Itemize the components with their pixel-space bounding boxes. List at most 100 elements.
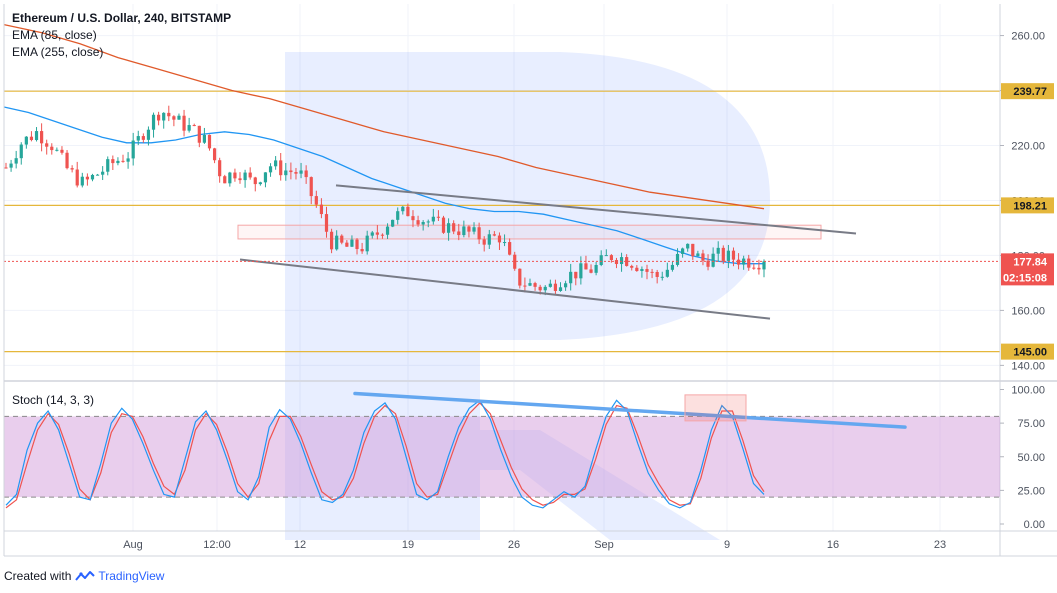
candle-body (477, 227, 481, 240)
stoch-legend: Stoch (14, 3, 3) (12, 392, 94, 409)
time-tick-label: Aug (123, 539, 143, 551)
candle-body (579, 263, 583, 279)
candle-body (162, 112, 166, 121)
price-tick-label: 260.00 (1011, 31, 1045, 43)
candle (85, 173, 89, 186)
candle (75, 161, 79, 188)
candle-body (599, 255, 603, 265)
level-tag-bg (1001, 343, 1054, 360)
current-price-label: 177.84 (1013, 256, 1048, 268)
candle-body (660, 276, 664, 278)
candle-body (111, 159, 115, 164)
candle (95, 173, 100, 176)
candle-body (65, 152, 69, 169)
candle (508, 238, 512, 256)
candle (691, 243, 695, 260)
candle (426, 219, 430, 228)
candle-body (182, 115, 186, 131)
candle-body (172, 116, 176, 120)
candle-body (604, 255, 608, 257)
candle-body (19, 144, 23, 159)
legend-ema-fast[interactable]: EMA (85, close) (12, 28, 97, 42)
candle-body (80, 176, 84, 186)
candle (380, 233, 385, 239)
tradingview-brand[interactable]: TradingView (98, 569, 165, 583)
grid (4, 4, 1000, 531)
candle-body (228, 172, 232, 184)
candle-body (665, 269, 669, 277)
candle (192, 123, 196, 127)
candle-body (625, 257, 629, 266)
level-tag-bg (1001, 83, 1054, 100)
candle (731, 247, 736, 267)
stoch-trend-line (353, 391, 907, 429)
candle-body (279, 160, 283, 176)
candle (594, 261, 598, 276)
legend-title[interactable]: Ethereum / U.S. Dollar, 240, BITSTAMP (12, 11, 232, 25)
candle-body (457, 231, 461, 236)
created-with-text: Created with (4, 569, 72, 583)
legend-stoch[interactable]: Stoch (14, 3, 3) (12, 393, 95, 407)
candle-body (141, 136, 145, 140)
candle-body (14, 158, 18, 164)
candle (263, 172, 268, 188)
candle (258, 181, 262, 186)
candle (548, 279, 552, 288)
candle (289, 162, 293, 180)
price-tick-label: 160.00 (1011, 305, 1045, 317)
candle (268, 163, 273, 177)
candle-body (157, 114, 161, 121)
candle (502, 234, 507, 247)
candle-body (365, 235, 369, 252)
candle (726, 244, 730, 269)
stoch-tick-label: 0.00 (1024, 519, 1045, 531)
candle-body (431, 216, 435, 222)
candle (640, 266, 644, 278)
candle-body (268, 166, 273, 173)
candle-body (314, 196, 318, 205)
stoch-tick-label: 75.00 (1017, 418, 1045, 430)
candle (563, 280, 568, 291)
candle (70, 165, 74, 173)
candle (279, 152, 283, 181)
candle (385, 223, 390, 239)
level-tag: 239.77 (1001, 83, 1054, 100)
time-tick-label: 26 (508, 539, 520, 551)
candle (487, 229, 491, 250)
candle-body (101, 171, 105, 175)
candle (619, 252, 624, 272)
candle-body (187, 125, 191, 131)
candle (742, 255, 746, 270)
candle (665, 262, 669, 278)
ema-255-line (3, 23, 765, 210)
candle-body (391, 219, 395, 227)
candle-body (487, 234, 491, 245)
candle-body (655, 272, 659, 277)
candle-body (538, 286, 542, 291)
candle-body (508, 242, 512, 255)
candle (355, 238, 359, 255)
candle (45, 139, 49, 155)
candle-body (742, 258, 746, 265)
candle-body (396, 211, 400, 220)
candle (319, 198, 324, 219)
candle (324, 206, 329, 238)
candle (681, 247, 685, 258)
candle-body (650, 271, 654, 273)
candle (391, 219, 395, 228)
candle-body (706, 260, 710, 267)
candle-body (640, 269, 644, 271)
candle-body (446, 223, 451, 233)
candle-body (696, 253, 700, 257)
candle (701, 249, 705, 266)
candle (660, 271, 664, 281)
candle-body (436, 216, 441, 218)
candle (528, 278, 532, 287)
candle-body (177, 115, 181, 120)
candle (157, 111, 161, 126)
candle-body (502, 242, 507, 244)
legend-ema-slow[interactable]: EMA (255, close) (12, 45, 104, 59)
candle (711, 247, 715, 268)
